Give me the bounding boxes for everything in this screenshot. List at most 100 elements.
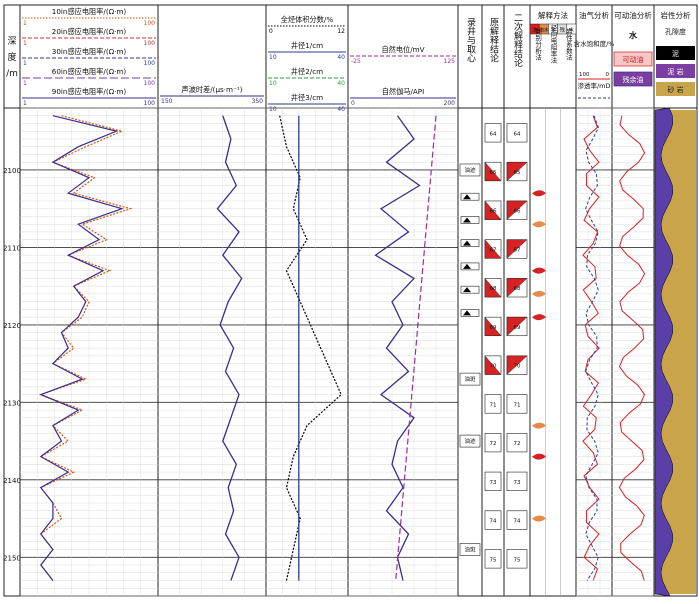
interp-layer-fill xyxy=(506,162,528,182)
interp-layer-fill xyxy=(484,200,502,220)
track-max-label: 200 xyxy=(444,100,456,107)
interp-layer-fill xyxy=(484,161,502,182)
core-triangle-icon xyxy=(463,194,471,200)
series-line xyxy=(395,115,437,581)
track-max-label: 100 xyxy=(144,40,156,47)
sandstone-legend-swatch xyxy=(656,82,695,96)
core-interval-mark xyxy=(460,309,480,317)
interp-layer-label: 67 xyxy=(490,247,497,253)
track-min-label: 1 xyxy=(23,100,27,107)
interp-layer-fill xyxy=(506,316,528,337)
track-min-label: 1 xyxy=(23,60,27,67)
track-header-label: 10in感应电阻率/(Ω·m) xyxy=(52,7,127,16)
interp-layer-label: 68 xyxy=(514,286,521,292)
track-min-label: 0 xyxy=(269,28,273,35)
litho-annotation-text: 油斑 xyxy=(464,375,476,383)
method-legend-label: 水 xyxy=(569,27,574,34)
method-result-mark xyxy=(532,515,546,522)
interp-layer-label: 73 xyxy=(514,480,521,486)
interp-layer-fill xyxy=(484,277,502,298)
residual-oil-label: 残余油 xyxy=(623,75,644,84)
interp-layer-label: 69 xyxy=(490,325,497,331)
interp-layer-label: 64 xyxy=(490,131,497,137)
track-min-label: 10 xyxy=(269,106,277,113)
method-result-mark xyxy=(532,267,546,274)
interp-layer-fill xyxy=(506,278,528,298)
track-header-label: 60in感应电阻率/(Ω·m) xyxy=(52,67,127,76)
movable-water-label: 水 xyxy=(628,30,638,40)
interp-layer-fill xyxy=(506,239,528,259)
track-header-label: 全烃体积分数/% xyxy=(281,15,334,24)
depth-tick-label: 2150 xyxy=(3,554,21,562)
interp-layer-box xyxy=(484,433,502,453)
interp-layer-fill xyxy=(484,355,502,375)
core-triangle-icon xyxy=(463,263,471,269)
interp-layer-box xyxy=(484,510,502,530)
interp-layer-label: 70 xyxy=(514,364,521,370)
track-min-label: 0 xyxy=(351,100,355,107)
lithology-title: 岩性分析 xyxy=(661,10,691,20)
core-triangle-icon xyxy=(463,217,471,223)
method-legend-label: 油水 xyxy=(539,27,549,34)
interp-column-title: 原解释结论 xyxy=(488,17,499,62)
track-header-label: 自然电位/mV xyxy=(381,45,424,54)
method-legend-label: 残 xyxy=(560,27,565,34)
depth-tick-label: 2130 xyxy=(3,399,21,407)
interp-layer-box xyxy=(506,549,528,569)
interp-layer-box xyxy=(506,394,528,414)
movable-oil-title: 可动油分析 xyxy=(614,10,652,20)
gas-sub-title: 渗透率/mD xyxy=(577,81,610,90)
gas-title: 油气分析 xyxy=(579,10,609,20)
lithology-legend-label: 泥 xyxy=(672,50,679,58)
interp-layer-label: 73 xyxy=(490,480,497,486)
depth-tick-label: 2140 xyxy=(3,477,21,485)
interp-layer-box xyxy=(484,394,502,414)
interp-layer-box xyxy=(506,433,528,453)
interp-layer-box xyxy=(484,549,502,569)
mudstone-legend-swatch xyxy=(656,64,695,78)
movable-oil-label: 可动油 xyxy=(623,55,644,64)
series-line xyxy=(374,115,421,581)
track-max-label: 100 xyxy=(144,60,156,67)
interp-layer-label: 64 xyxy=(514,131,521,137)
core-interval-mark xyxy=(460,216,480,224)
track-min-label: 10 xyxy=(269,80,277,87)
movable-oil-curve xyxy=(618,115,646,581)
interp-layer-fill xyxy=(484,239,502,259)
interp-layer-label: 71 xyxy=(490,402,497,408)
core-interval-mark xyxy=(460,192,480,201)
method-result-mark xyxy=(532,422,546,429)
gas-range-label: 100 xyxy=(579,72,590,78)
method-result-mark xyxy=(532,221,546,228)
interp-layer-label: 75 xyxy=(514,557,521,563)
gas-range-label: 0 xyxy=(606,72,610,78)
interp-layer-label: 70 xyxy=(490,364,497,370)
method-sub-title: 径向电阻率法 xyxy=(549,23,557,65)
interp-layer-box xyxy=(506,123,528,143)
lithology-legend-label: 砂 岩 xyxy=(667,85,683,94)
interp-layer-label: 66 xyxy=(514,209,521,215)
track-max-label: 40 xyxy=(337,54,345,61)
residual-oil-legend xyxy=(613,71,653,87)
core-triangle-icon xyxy=(463,310,471,316)
track-min-label: 1 xyxy=(23,80,27,87)
track-header-label: 井径1/cm xyxy=(291,41,323,50)
mud-legend-swatch xyxy=(656,46,695,60)
method-legend-label: 油 xyxy=(532,27,537,34)
core-interval-mark xyxy=(460,285,480,294)
mudstone-fill xyxy=(654,107,674,597)
method-sub-title: 判别分析法 xyxy=(534,26,542,61)
core-triangle-icon xyxy=(463,240,471,246)
interp-layer-label: 71 xyxy=(514,402,521,408)
track-header-label: 井径2/cm xyxy=(291,67,323,76)
litho-annotation-text: 油迹 xyxy=(464,437,476,445)
depth-tick-label: 2100 xyxy=(3,167,21,175)
track-max-label: 40 xyxy=(337,106,345,113)
litho-column-title: 录井与取心 xyxy=(465,17,476,62)
core-triangle-icon xyxy=(463,287,471,293)
interp-layer-label: 72 xyxy=(490,441,497,447)
track-header-label: 90in感应电阻率/(Ω·m) xyxy=(52,87,127,96)
interp-layer-label: 65 xyxy=(514,170,521,176)
interp-layer-label: 66 xyxy=(490,209,497,215)
